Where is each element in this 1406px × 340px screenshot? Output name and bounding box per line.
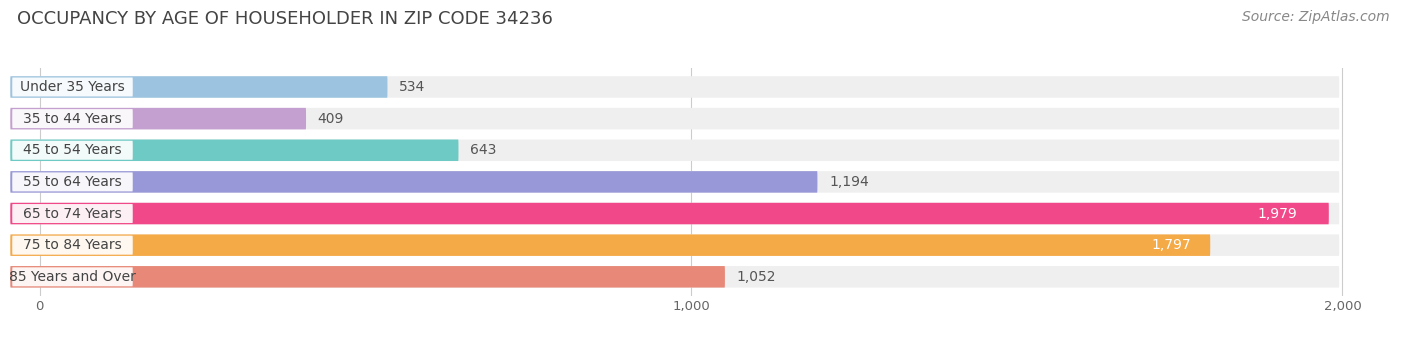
Text: 55 to 64 Years: 55 to 64 Years xyxy=(22,175,122,189)
FancyBboxPatch shape xyxy=(10,76,388,98)
FancyBboxPatch shape xyxy=(10,108,307,130)
Text: OCCUPANCY BY AGE OF HOUSEHOLDER IN ZIP CODE 34236: OCCUPANCY BY AGE OF HOUSEHOLDER IN ZIP C… xyxy=(17,10,553,28)
Text: 35 to 44 Years: 35 to 44 Years xyxy=(22,112,122,125)
Text: 45 to 54 Years: 45 to 54 Years xyxy=(22,143,122,157)
FancyBboxPatch shape xyxy=(13,141,132,160)
Text: Under 35 Years: Under 35 Years xyxy=(20,80,125,94)
Text: 643: 643 xyxy=(470,143,496,157)
FancyBboxPatch shape xyxy=(10,139,458,161)
FancyBboxPatch shape xyxy=(10,76,1340,98)
FancyBboxPatch shape xyxy=(13,236,132,255)
FancyBboxPatch shape xyxy=(10,171,817,193)
FancyBboxPatch shape xyxy=(10,266,725,288)
FancyBboxPatch shape xyxy=(10,139,1340,161)
FancyBboxPatch shape xyxy=(10,203,1340,224)
FancyBboxPatch shape xyxy=(13,78,132,97)
FancyBboxPatch shape xyxy=(13,267,132,286)
Text: 409: 409 xyxy=(318,112,344,125)
FancyBboxPatch shape xyxy=(10,171,1340,193)
FancyBboxPatch shape xyxy=(10,266,1340,288)
FancyBboxPatch shape xyxy=(13,109,132,128)
FancyBboxPatch shape xyxy=(13,204,132,223)
Text: 1,194: 1,194 xyxy=(830,175,869,189)
Text: Source: ZipAtlas.com: Source: ZipAtlas.com xyxy=(1241,10,1389,24)
Text: 75 to 84 Years: 75 to 84 Years xyxy=(22,238,122,252)
FancyBboxPatch shape xyxy=(10,203,1329,224)
FancyBboxPatch shape xyxy=(13,172,132,191)
Text: 1,979: 1,979 xyxy=(1258,206,1298,221)
Text: 534: 534 xyxy=(399,80,426,94)
Text: 1,052: 1,052 xyxy=(737,270,776,284)
FancyBboxPatch shape xyxy=(10,234,1211,256)
Text: 1,797: 1,797 xyxy=(1152,238,1191,252)
FancyBboxPatch shape xyxy=(10,234,1340,256)
FancyBboxPatch shape xyxy=(10,108,1340,130)
Text: 85 Years and Over: 85 Years and Over xyxy=(8,270,136,284)
Text: 65 to 74 Years: 65 to 74 Years xyxy=(22,206,122,221)
